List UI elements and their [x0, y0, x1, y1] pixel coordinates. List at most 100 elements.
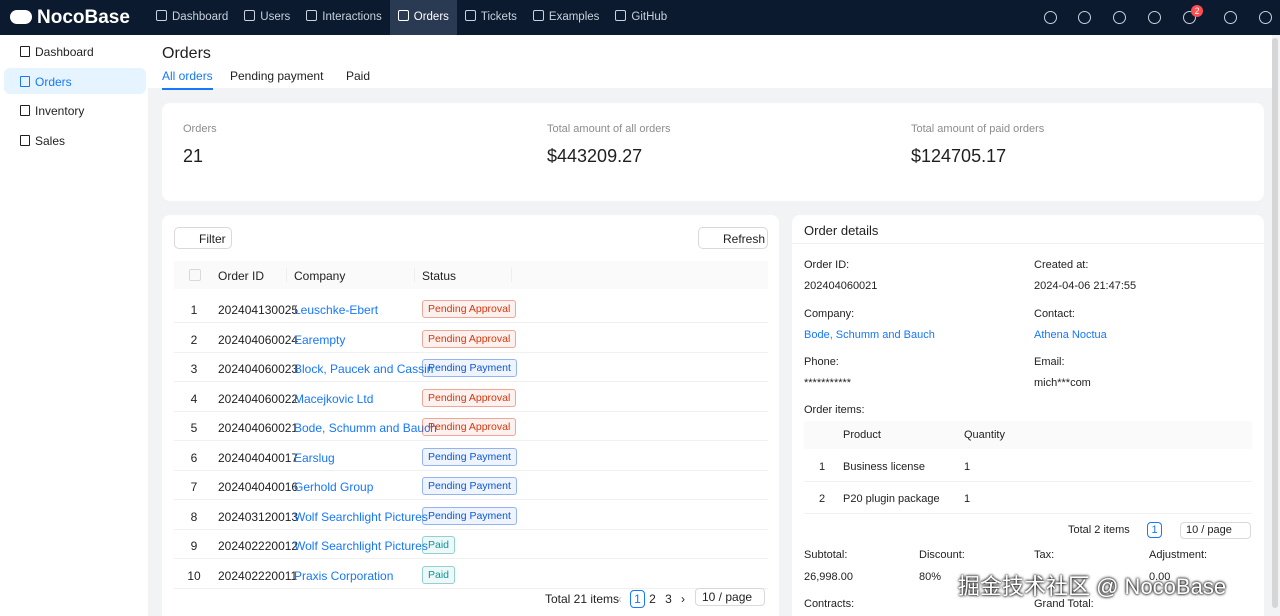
- sidebar-icon: [20, 75, 30, 87]
- toolbar-icon[interactable]: [1224, 11, 1237, 24]
- nav-item[interactable]: Tickets: [457, 0, 525, 35]
- row-divider: [174, 410, 768, 412]
- row-index: 3: [190, 362, 198, 376]
- item-quantity: 1: [964, 461, 971, 473]
- summary-label: Tax:: [1034, 549, 1055, 561]
- prev-page[interactable]: ‹: [618, 592, 622, 606]
- field-label: Created at:: [1034, 259, 1089, 271]
- nav-item[interactable]: Orders: [389, 0, 457, 35]
- row-divider: [174, 322, 768, 323]
- sidebar-item[interactable]: Orders: [4, 67, 146, 94]
- row-index: 7: [190, 480, 198, 494]
- field-value[interactable]: Athena Noctua: [1034, 328, 1107, 341]
- filter-button[interactable]: Filter: [174, 227, 232, 249]
- nav-item[interactable]: Dashboard: [148, 0, 236, 35]
- item-quantity: 1: [964, 493, 971, 505]
- items-page-size[interactable]: 10 / page: [1180, 522, 1251, 539]
- company-link[interactable]: Gerhold Group: [294, 480, 374, 494]
- field-value: ***********: [804, 377, 852, 389]
- status-tag: Pending Approval: [422, 300, 517, 318]
- sidebar-icon: [20, 135, 30, 147]
- field-value[interactable]: Bode, Schumm and Bauch: [804, 328, 935, 341]
- tab[interactable]: Pending payment: [230, 69, 324, 83]
- select-all-checkbox[interactable]: [189, 269, 201, 281]
- column-divider: [286, 268, 287, 282]
- watermark: 掘金技术社区 @ NocoBase: [958, 574, 1227, 599]
- items-column-header: Product: [843, 429, 881, 441]
- page-number[interactable]: 3: [665, 592, 672, 606]
- tab[interactable]: Paid: [346, 69, 371, 83]
- company-link[interactable]: Earempty: [294, 332, 346, 347]
- order-id: 202404060021: [218, 421, 299, 435]
- nav-item[interactable]: Interactions: [298, 0, 389, 35]
- nav-icon: [306, 10, 318, 21]
- refresh-button[interactable]: Refresh: [698, 227, 768, 249]
- nav-item[interactable]: GitHub: [607, 0, 675, 35]
- summary-value: 26,998.00: [804, 571, 853, 583]
- row-index: 5: [190, 421, 198, 435]
- sidebar-item[interactable]: Dashboard: [4, 38, 146, 64]
- toolbar-icon[interactable]: [1148, 11, 1161, 24]
- stat-label: Total amount of all orders: [547, 123, 671, 135]
- order-id: 202404130025: [218, 303, 299, 317]
- sidebar-item[interactable]: Inventory: [4, 97, 146, 123]
- status-tag: Pending Payment: [422, 359, 517, 377]
- toolbar-icon[interactable]: [1183, 11, 1196, 24]
- stat-value: $443209.27: [547, 146, 643, 166]
- company-link[interactable]: Earslug: [294, 450, 335, 465]
- company-link[interactable]: Block, Paucek and Cassin: [294, 362, 434, 376]
- order-id: 202404040016: [218, 480, 299, 494]
- page-size-select[interactable]: 10 / page: [695, 588, 765, 606]
- order-id: 202402220011: [218, 568, 298, 583]
- row-divider: [174, 440, 768, 441]
- sidebar-icon: [20, 46, 30, 57]
- next-page[interactable]: ›: [681, 592, 685, 606]
- nav-label: Examples: [548, 11, 600, 23]
- column-header: Company: [294, 269, 346, 283]
- sidebar-item[interactable]: Sales: [4, 127, 146, 153]
- row-index: 9: [190, 539, 198, 553]
- tab[interactable]: All orders: [162, 69, 213, 90]
- summary-label: Adjustment:: [1149, 549, 1208, 561]
- nav-label: Dashboard: [172, 11, 229, 23]
- row-index: 4: [190, 391, 198, 406]
- items-total: Total 2 items: [1068, 524, 1130, 536]
- row-index: 10: [187, 568, 201, 583]
- nav-label: GitHub: [631, 11, 668, 23]
- company-link[interactable]: Bode, Schumm and Bauch: [294, 421, 437, 435]
- field-value: 2024-04-06 21:47:55: [1034, 280, 1137, 292]
- items-current-page[interactable]: 1: [1147, 522, 1162, 538]
- company-link[interactable]: Wolf Searchlight Pictures: [294, 509, 428, 524]
- refresh-label: Refresh: [723, 232, 766, 246]
- footer-label: Contracts:: [804, 598, 855, 610]
- orders-table-card: Filter Refresh Order ID Company Status 1 20240…: [162, 215, 779, 616]
- sidebar: Dashboard Orders Inventory Sales: [0, 35, 148, 616]
- status-tag: Pending Approval: [422, 329, 517, 348]
- page-number[interactable]: 2: [649, 592, 656, 606]
- row-index: 8: [190, 509, 198, 524]
- company-link[interactable]: Wolf Searchlight Pictures: [294, 539, 428, 553]
- stat-label: Total amount of paid orders: [911, 123, 1045, 135]
- nav-icon: [244, 10, 256, 21]
- sidebar-label: Orders: [35, 74, 72, 89]
- company-link[interactable]: Praxis Corporation: [294, 568, 394, 583]
- logo[interactable]: NocoBase: [37, 7, 130, 28]
- toolbar-icon[interactable]: [1259, 11, 1272, 24]
- toolbar-icon[interactable]: [1044, 11, 1057, 24]
- nav-item[interactable]: Examples: [525, 0, 608, 35]
- sidebar-icon: [20, 105, 30, 117]
- status-tag: Paid: [422, 536, 456, 554]
- status-tag: Pending Approval: [422, 388, 517, 407]
- row-divider: [174, 351, 768, 353]
- order-id: 202404060024: [218, 332, 299, 347]
- page-number[interactable]: 1: [630, 590, 645, 608]
- nav-item[interactable]: Users: [236, 0, 298, 35]
- field-value: mich***com: [1034, 377, 1091, 389]
- order-id: 202402220012: [218, 539, 299, 553]
- company-link[interactable]: Macejkovic Ltd: [294, 391, 374, 406]
- item-index: 2: [819, 493, 826, 505]
- toolbar-icon[interactable]: [1113, 11, 1126, 24]
- company-link[interactable]: Leuschke-Ebert: [294, 303, 379, 317]
- toolbar-icon[interactable]: [1078, 11, 1091, 24]
- sidebar-label: Dashboard: [35, 45, 94, 59]
